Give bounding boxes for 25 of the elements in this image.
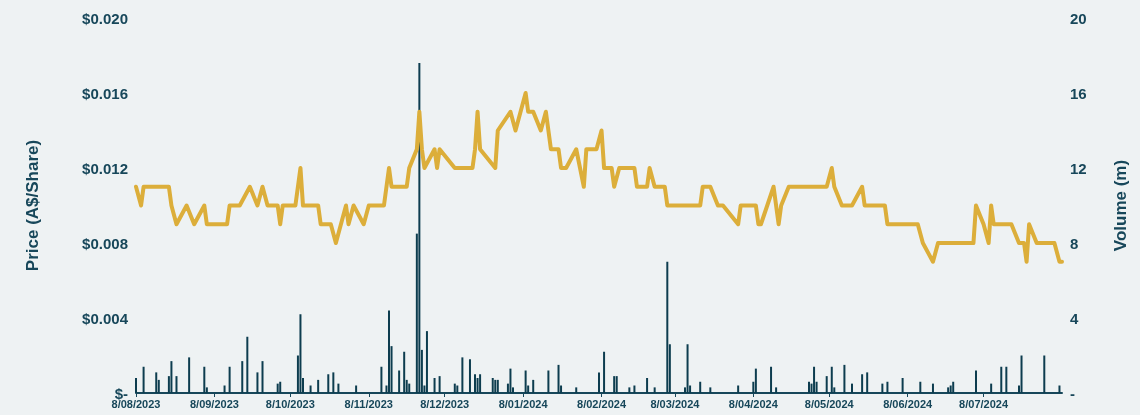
x-tick-label: 8/04/2024 [728,397,779,410]
y-tick-label: $0.020 [82,9,128,27]
y2-tick-label: 8 [1070,234,1079,252]
y-tick-label: $0.012 [82,159,128,177]
x-tick-label: 8/12/2023 [420,397,470,410]
line-series [134,91,1064,264]
x-tick-label: 8/03/2024 [650,397,701,410]
x-tick-label: 8/05/2024 [804,397,855,410]
x-tick-label: 8/07/2024 [959,397,1009,410]
y2-tick-label: - [1070,384,1075,402]
x-tick-label: 8/06/2024 [883,397,934,410]
x-tick-label: 8/10/2023 [265,397,315,410]
x-tick-label: 8/09/2023 [189,397,239,410]
y-tick-label: $0.016 [82,84,128,102]
y2-tick-label: 12 [1070,159,1087,177]
x-tick-label: 8/11/2023 [344,397,393,410]
y-tick-label: $0.004 [82,309,129,327]
y2-axis-title: Volume (m) [1111,159,1130,252]
y2-tick-label: 4 [1070,309,1079,327]
x-tick-label: 8/01/2024 [498,397,549,410]
y-axis-title: Price (A$/Share) [23,139,42,272]
x-tick-label: 8/02/2024 [577,397,627,410]
y2-tick-label: 20 [1070,9,1087,27]
y2-tick-label: 16 [1070,84,1087,102]
y-tick-label: $0.008 [82,234,128,252]
